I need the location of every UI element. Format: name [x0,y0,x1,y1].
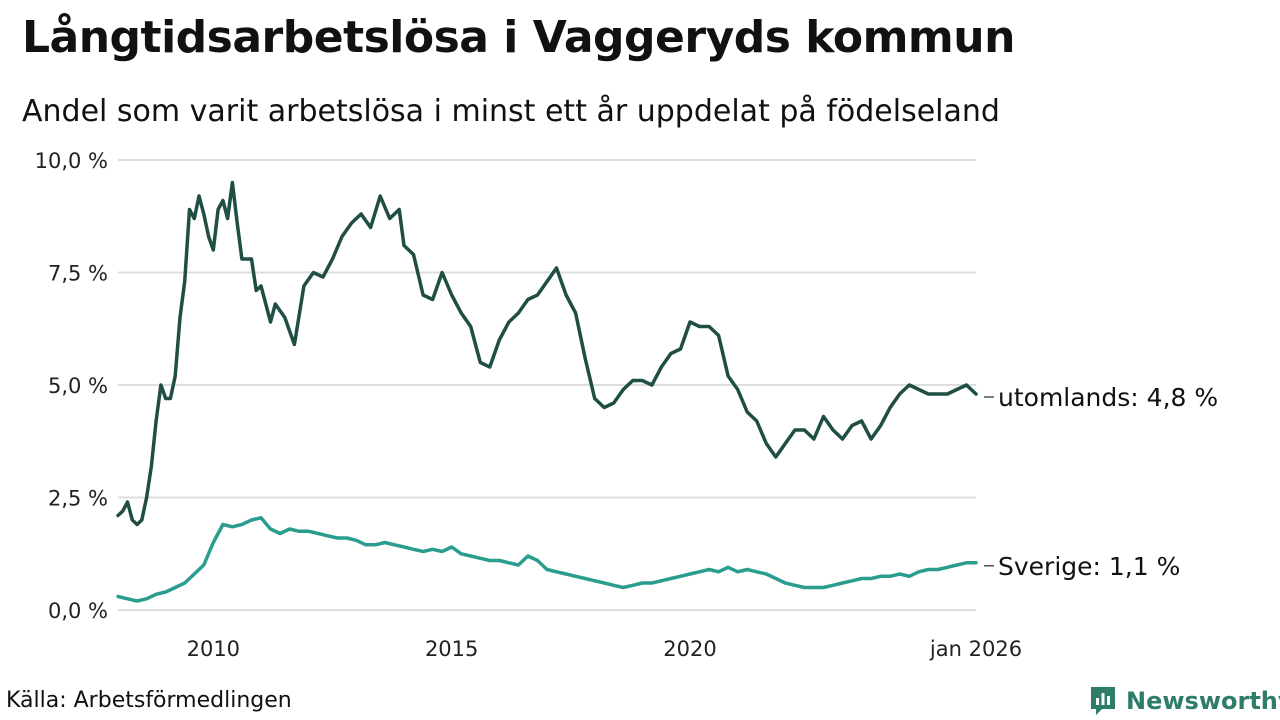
x-tick-label: 2015 [425,637,478,661]
end-label-sverige: Sverige: 1,1 % [998,552,1180,581]
newsworthy-icon [1091,687,1115,715]
y-tick-label: 10,0 % [35,149,108,173]
x-tick-label: 2010 [187,637,240,661]
brand-name: Newsworthy [1126,687,1280,715]
x-tick-label: jan 2026 [929,637,1022,661]
series-line-sverige [116,516,978,603]
end-labels: utomlands: 4,8 % Sverige: 1,1 % [984,383,1218,581]
y-axis-ticks: 0,0 % 2,5 % 5,0 % 7,5 % 10,0 % [35,149,108,623]
chart-title: Långtidsarbetslösa i Vaggeryds kommun [22,12,1015,63]
newsworthy-logo[interactable]: Newsworthy [1088,684,1280,718]
y-tick-label: 0,0 % [48,599,108,623]
x-axis-ticks: 2010 2015 2020 jan 2026 [187,637,1022,661]
series-lines [116,180,978,603]
y-tick-label: 5,0 % [48,374,108,398]
x-tick-label: 2020 [663,637,716,661]
grid-lines [118,159,976,611]
source-note: Källa: Arbetsförmedlingen [6,688,292,713]
y-tick-label: 7,5 % [48,262,108,286]
end-label-utomlands: utomlands: 4,8 % [998,383,1218,412]
chart-subtitle: Andel som varit arbetslösa i minst ett å… [22,94,1000,129]
y-tick-label: 2,5 % [48,487,108,511]
series-line-utomlands [116,180,978,527]
